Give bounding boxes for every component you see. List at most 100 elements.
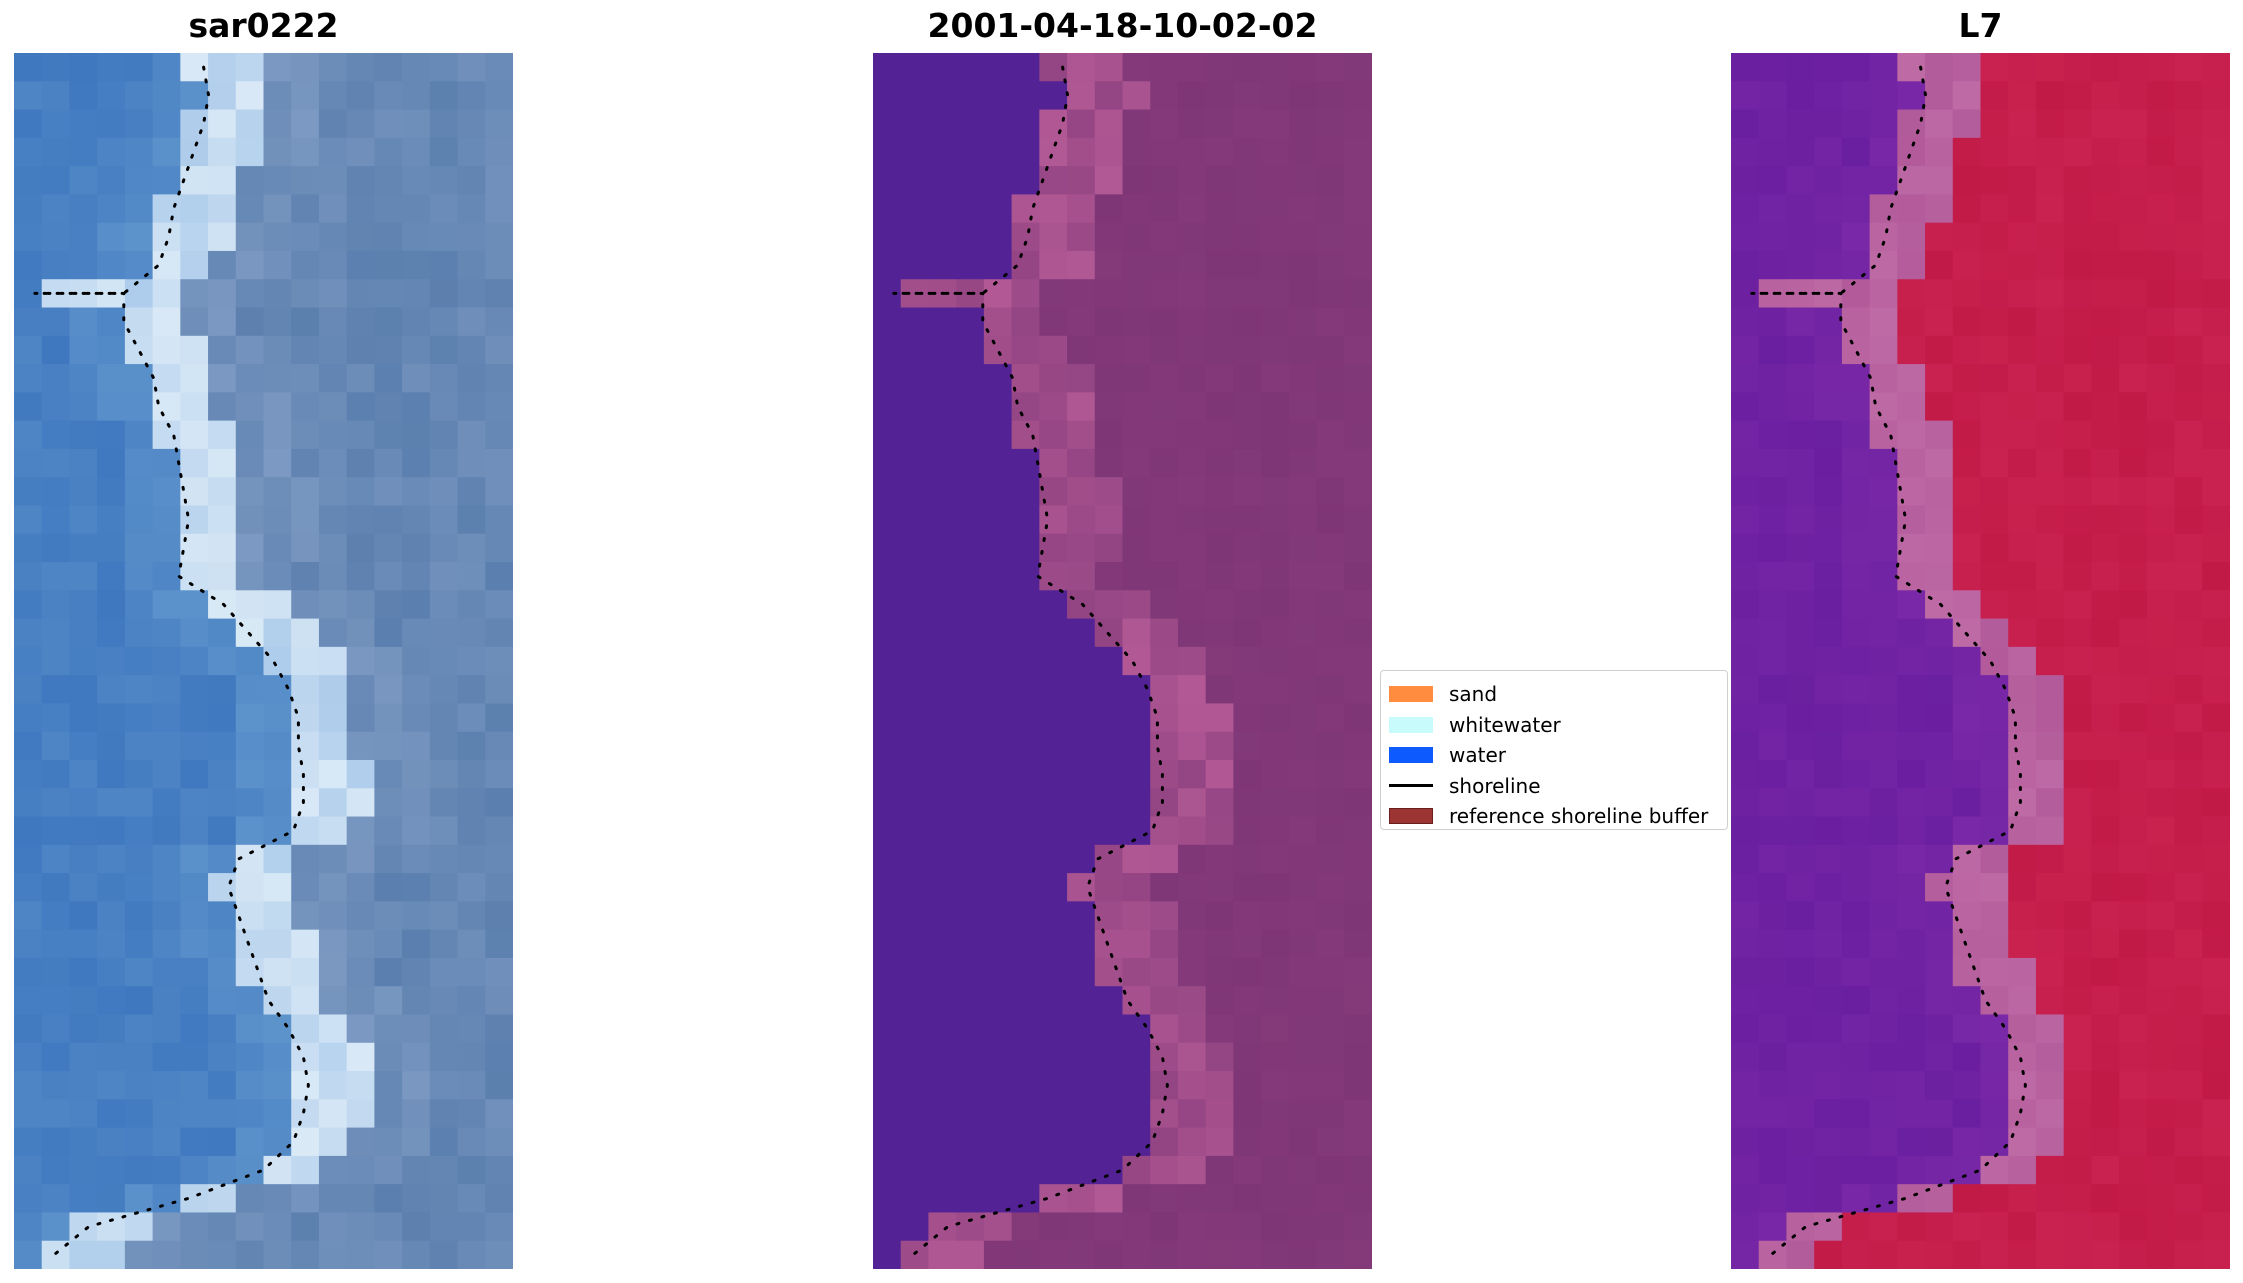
image-pixel: [928, 1099, 957, 1129]
image-pixel: [1288, 533, 1318, 563]
image-pixel: [1011, 222, 1040, 252]
image-pixel: [318, 81, 348, 111]
image-pixel: [1039, 109, 1068, 139]
image-pixel: [1288, 109, 1318, 139]
image-pixel: [346, 675, 375, 705]
image-pixel: [402, 731, 431, 761]
image-pixel: [14, 392, 43, 422]
image-pixel: [318, 675, 348, 705]
image-pixel: [1869, 590, 1898, 620]
image-pixel: [1233, 788, 1262, 818]
image-pixel: [1731, 873, 1760, 902]
image-pixel: [374, 646, 403, 676]
legend-label-sand: sand: [1449, 682, 1498, 707]
image-pixel: [402, 364, 431, 393]
image-pixel: [1758, 1127, 1788, 1157]
image-pixel: [928, 307, 957, 337]
image-pixel: [873, 505, 902, 535]
image-pixel: [928, 957, 957, 987]
image-pixel: [900, 986, 930, 1016]
image-pixel: [1925, 1099, 1954, 1129]
image-pixel: [318, 1127, 348, 1157]
image-pixel: [429, 477, 459, 507]
image-pixel: [1786, 1155, 1815, 1185]
image-pixel: [235, 1184, 265, 1214]
image-pixel: [41, 1127, 71, 1157]
image-pixel: [2119, 1099, 2148, 1129]
image-pixel: [873, 986, 902, 1016]
image-pixel: [1094, 1099, 1124, 1129]
image-pixel: [2063, 873, 2092, 902]
image-pixel: [2063, 1014, 2092, 1044]
image-pixel: [1288, 873, 1318, 902]
image-pixel: [900, 307, 930, 337]
image-pixel: [1786, 1240, 1815, 1269]
image-pixel: [873, 1155, 902, 1185]
image-pixel: [1344, 1099, 1372, 1129]
image-pixel: [1731, 901, 1760, 931]
image-pixel: [180, 109, 209, 139]
image-pixel: [1869, 1240, 1898, 1269]
image-pixel: [983, 392, 1013, 422]
image-pixel: [2063, 1184, 2092, 1214]
image-pixel: [2008, 1212, 2037, 1242]
image-pixel: [2063, 731, 2092, 761]
image-pixel: [346, 533, 375, 563]
image-pixel: [1205, 675, 1234, 705]
image-pixel: [2091, 1155, 2120, 1185]
image-pixel: [1731, 1042, 1760, 1072]
image-pixel: [1758, 788, 1788, 818]
image-pixel: [402, 901, 431, 931]
image-pixel: [263, 562, 292, 591]
image-pixel: [457, 1127, 486, 1157]
image-pixel: [2146, 166, 2176, 195]
image-pixel: [1344, 731, 1372, 761]
image-pixel: [1039, 844, 1068, 874]
classified-image: [873, 53, 1372, 1269]
image-pixel: [318, 1014, 348, 1044]
image-pixel: [457, 533, 486, 563]
image-pixel: [1344, 194, 1372, 224]
image-pixel: [235, 194, 265, 224]
image-pixel: [1011, 590, 1040, 620]
image-pixel: [1925, 364, 1954, 393]
image-pixel: [1205, 420, 1234, 450]
image-pixel: [1094, 335, 1124, 365]
image-pixel: [1841, 675, 1871, 705]
image-pixel: [1731, 53, 1760, 82]
image-pixel: [1039, 392, 1068, 422]
image-pixel: [1316, 816, 1345, 846]
image-pixel: [1814, 703, 1843, 733]
image-pixel: [485, 618, 513, 648]
image-pixel: [41, 533, 71, 563]
image-pixel: [346, 873, 375, 902]
image-pixel: [97, 788, 126, 818]
image-pixel: [1758, 505, 1788, 535]
image-pixel: [2035, 53, 2065, 82]
image-pixel: [2091, 1042, 2120, 1072]
image-pixel: [1925, 194, 1954, 224]
image-pixel: [1786, 929, 1815, 959]
image-pixel: [69, 1184, 98, 1214]
image-pixel: [124, 873, 154, 902]
image-pixel: [208, 788, 237, 818]
image-pixel: [457, 137, 486, 167]
image-pixel: [1039, 250, 1068, 280]
image-pixel: [152, 335, 181, 365]
image-pixel: [208, 646, 237, 676]
image-pixel: [1261, 590, 1290, 620]
image-pixel: [485, 562, 513, 591]
image-pixel: [1758, 420, 1788, 450]
image-pixel: [1261, 137, 1290, 167]
image-pixel: [2202, 194, 2230, 224]
image-pixel: [1952, 590, 1982, 620]
image-pixel: [41, 844, 71, 874]
image-pixel: [2035, 364, 2065, 393]
image-pixel: [2091, 477, 2120, 507]
image-pixel: [900, 1042, 930, 1072]
image-pixel: [873, 873, 902, 902]
image-pixel: [124, 166, 154, 195]
image-pixel: [14, 1071, 43, 1100]
image-pixel: [2008, 307, 2037, 337]
image-pixel: [1980, 816, 2009, 846]
